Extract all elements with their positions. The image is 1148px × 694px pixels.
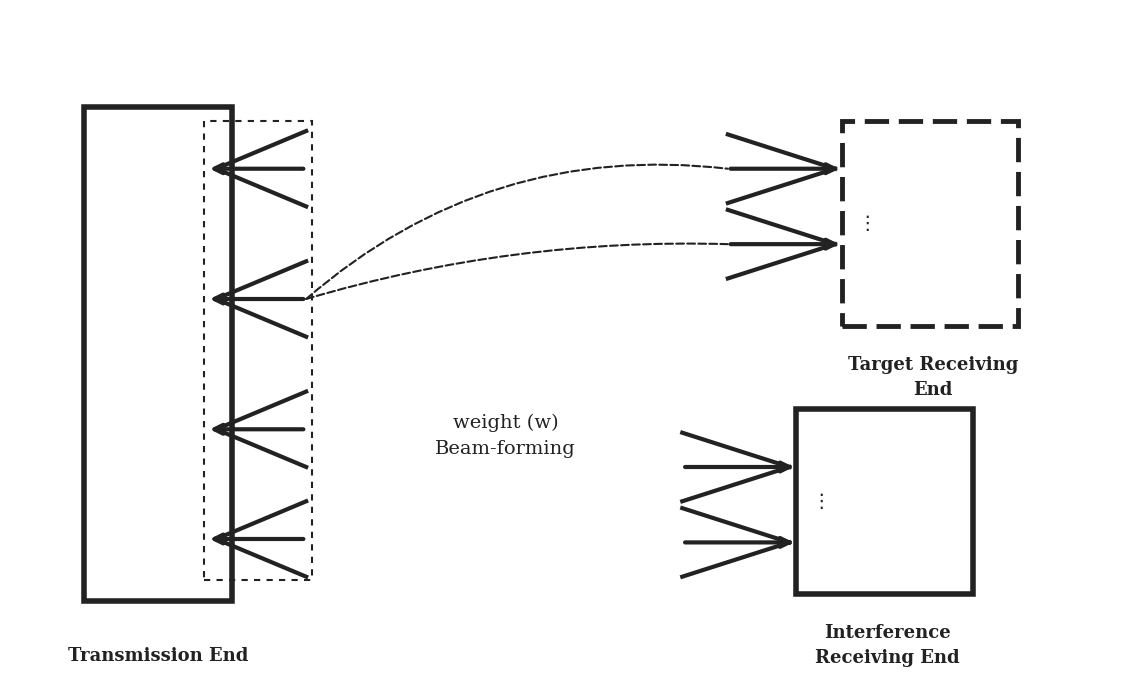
- Text: Target Receiving
End: Target Receiving End: [848, 356, 1018, 399]
- Bar: [841, 121, 1018, 326]
- Bar: [84, 107, 232, 601]
- Text: weight (w)
Beam-forming: weight (w) Beam-forming: [435, 414, 576, 459]
- Text: ⋮: ⋮: [858, 214, 877, 233]
- Bar: [797, 409, 972, 594]
- Text: Transmission End: Transmission End: [68, 647, 248, 665]
- Text: ⋮: ⋮: [812, 492, 831, 511]
- Bar: [203, 121, 312, 580]
- Text: Interference
Receiving End: Interference Receiving End: [815, 624, 960, 667]
